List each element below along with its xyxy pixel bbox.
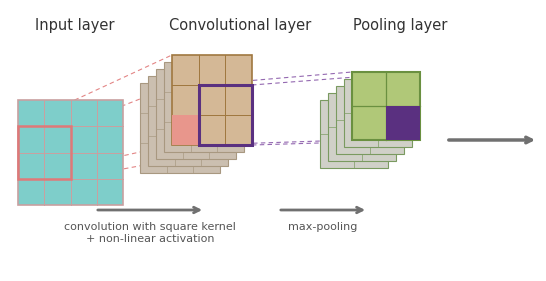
Bar (344, 79, 412, 147)
Bar (156, 69, 236, 159)
Text: Pooling layer: Pooling layer (353, 18, 447, 33)
Bar (18, 100, 123, 205)
Bar (199, 85, 252, 145)
Bar (148, 76, 228, 166)
Bar (328, 93, 396, 161)
Bar (172, 115, 199, 145)
Text: Convolutional layer: Convolutional layer (169, 18, 311, 33)
Bar (386, 106, 420, 140)
Bar (140, 83, 220, 173)
Bar (320, 100, 388, 168)
Text: Input layer: Input layer (35, 18, 115, 33)
Bar (164, 62, 244, 152)
Text: convolution with square kernel
+ non-linear activation: convolution with square kernel + non-lin… (64, 222, 236, 244)
Text: max-pooling: max-pooling (288, 222, 358, 232)
Bar (172, 55, 252, 145)
Bar (352, 72, 420, 140)
Bar (18, 126, 70, 179)
Bar (336, 86, 404, 154)
